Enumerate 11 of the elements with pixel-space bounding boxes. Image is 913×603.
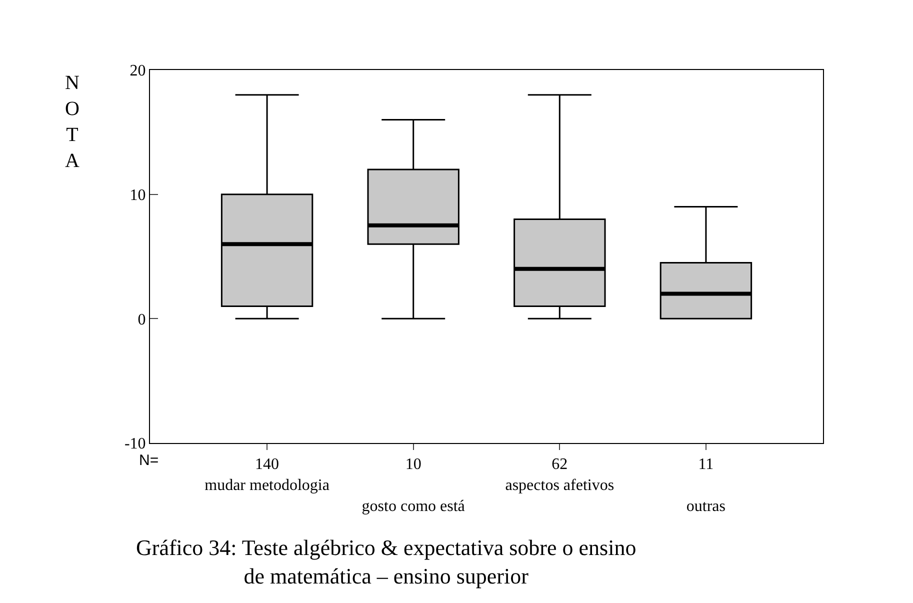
y-tick-label: 20	[130, 62, 146, 80]
y-tick-label: -10	[124, 436, 146, 453]
text: N=	[139, 452, 159, 469]
y-tick-label: 10	[130, 186, 146, 204]
text: Gráfico 34: Teste algébrico & expectativa sobre o ensino de matemática – ensino superior	[136, 535, 636, 589]
y-tick-label: 0	[138, 311, 146, 328]
y-axis-title: NOTA	[65, 72, 80, 172]
x-tick-label: 62 aspectos afetivos	[505, 456, 614, 494]
x-tick-label: 140 mudar metodologia	[204, 456, 330, 494]
category-label: 11 outras	[686, 456, 726, 515]
category-label: 10 gosto como está	[362, 456, 465, 515]
